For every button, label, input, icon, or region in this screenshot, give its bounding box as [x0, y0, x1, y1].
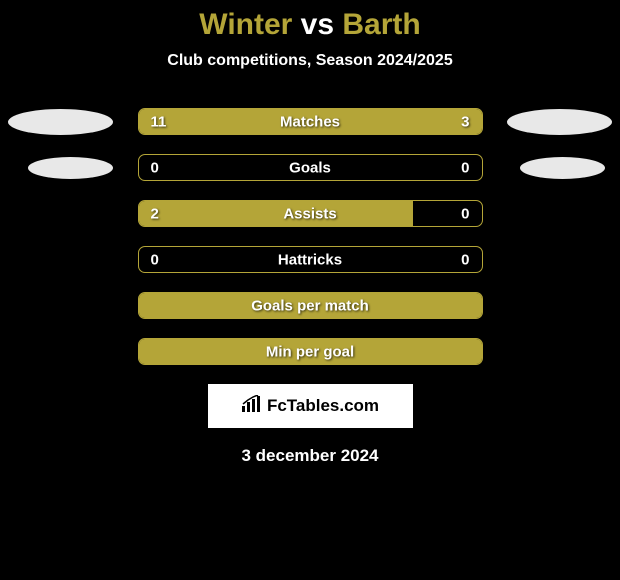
logo-badge: FcTables.com: [208, 384, 413, 428]
player-badge-placeholder: [28, 157, 113, 179]
stat-row: 20Assists: [0, 200, 620, 227]
vs-text: vs: [301, 8, 334, 41]
stat-label: Hattricks: [139, 251, 482, 268]
date-text: 3 december 2024: [0, 446, 620, 466]
chart-icon: [241, 395, 263, 418]
player1-name: Winter: [199, 8, 292, 41]
stat-label: Matches: [139, 113, 482, 130]
stat-row: Goals per match: [0, 292, 620, 319]
stat-row: 113Matches: [0, 108, 620, 135]
stat-bars: 113Matches 00Goals 20Assists 00Hattricks Goa…: [0, 108, 620, 365]
player-badge-placeholder: [507, 109, 612, 135]
player-badge-placeholder: [8, 109, 113, 135]
stat-bar: Min per goal: [138, 338, 483, 365]
stat-bar: Goals per match: [138, 292, 483, 319]
stat-row: Min per goal: [0, 338, 620, 365]
stat-label: Assists: [139, 205, 482, 222]
stat-bar: 00Hattricks: [138, 246, 483, 273]
stat-bar: 00Goals: [138, 154, 483, 181]
stat-label: Min per goal: [139, 343, 482, 360]
logo-label: FcTables.com: [267, 396, 379, 416]
stat-label: Goals: [139, 159, 482, 176]
stat-row: 00Hattricks: [0, 246, 620, 273]
title: Winter vs Barth: [0, 8, 620, 42]
player-badge-placeholder: [520, 157, 605, 179]
logo-text: FcTables.com: [241, 395, 379, 418]
stat-row: 00Goals: [0, 154, 620, 181]
stat-bar: 20Assists: [138, 200, 483, 227]
player2-name: Barth: [342, 8, 420, 41]
comparison-container: Winter vs Barth Club competitions, Seaso…: [0, 0, 620, 466]
stat-bar: 113Matches: [138, 108, 483, 135]
subtitle: Club competitions, Season 2024/2025: [0, 52, 620, 70]
stat-label: Goals per match: [139, 297, 482, 314]
